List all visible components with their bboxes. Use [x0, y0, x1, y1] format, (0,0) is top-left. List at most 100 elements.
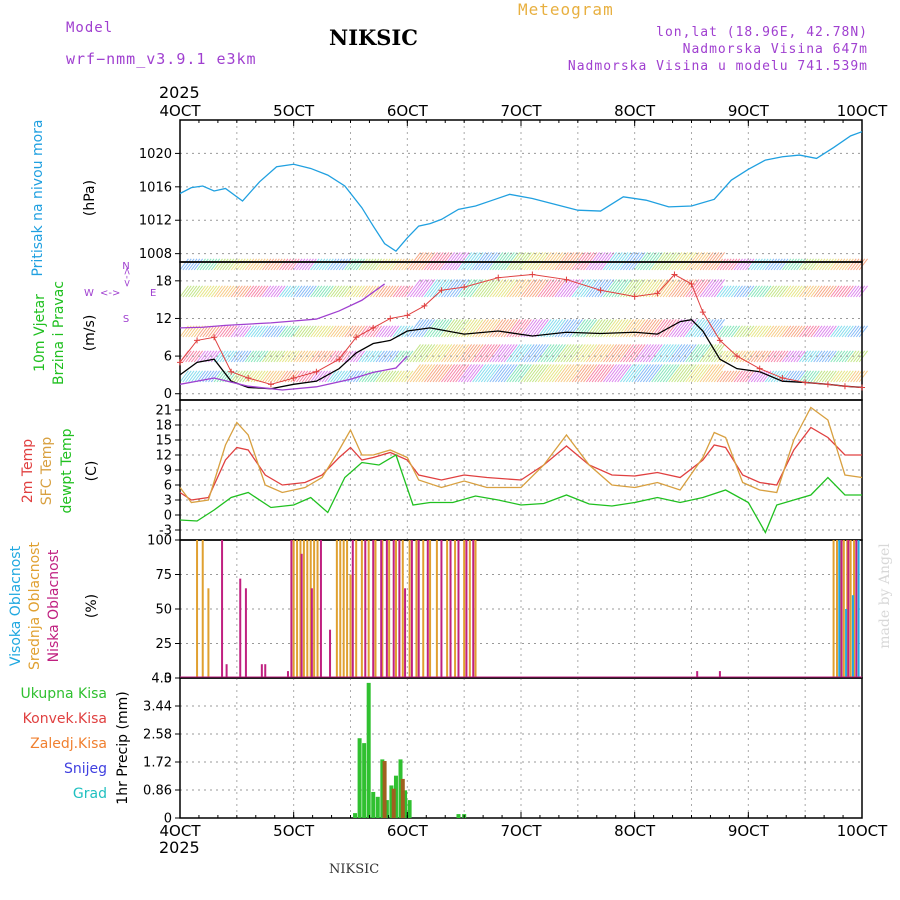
wind-barb — [341, 258, 351, 271]
pressure-series-pritisak-na-nivou-mora — [179, 131, 863, 253]
wind-barb — [333, 258, 343, 271]
wind-barb — [443, 364, 458, 383]
wind-barb — [341, 350, 351, 363]
wind-barb — [637, 319, 652, 338]
wind-barb — [179, 285, 189, 298]
wind-barb — [477, 279, 492, 298]
gust-marker — [194, 337, 201, 344]
wind-barb — [770, 258, 780, 271]
wind-barb — [642, 344, 657, 363]
wind-barb — [750, 325, 760, 338]
cloud-bar — [415, 540, 418, 678]
cloud-bar — [342, 540, 345, 678]
wind-barb — [793, 325, 803, 338]
wind-barb — [344, 325, 354, 338]
wind-barb — [742, 325, 752, 338]
wind-barb — [500, 344, 515, 363]
wind-barb — [188, 285, 198, 298]
wind-barb — [310, 370, 320, 383]
wind-barb — [728, 325, 738, 338]
wind-barb — [645, 344, 660, 363]
wind-barb — [773, 350, 783, 363]
wind-barb — [492, 344, 507, 363]
wind-barb — [205, 325, 215, 338]
wind-barb — [210, 258, 221, 271]
wind-barb — [608, 252, 623, 271]
wind-barb — [401, 370, 411, 383]
temp-ytick-label: -3 — [159, 524, 172, 539]
wind-barb — [801, 285, 812, 298]
wind-line — [179, 319, 863, 390]
wind-barb — [844, 350, 854, 363]
wind-barb — [838, 285, 849, 298]
wind-barb — [546, 279, 561, 298]
wind-barb — [492, 319, 507, 338]
wind-barb — [324, 350, 334, 363]
wind-barb — [352, 325, 363, 338]
wind-barb — [247, 325, 258, 338]
wind-barb — [335, 285, 346, 298]
wind-barb-field — [179, 252, 868, 383]
wind-barb — [495, 279, 510, 298]
cloud-bar — [319, 540, 322, 678]
wind-barb — [600, 279, 615, 298]
wind-barb — [298, 285, 309, 298]
cloud-bar — [422, 540, 425, 678]
wind-barb — [531, 319, 546, 338]
wind-barb — [847, 285, 857, 298]
wind-barb — [671, 279, 686, 298]
wind-barb — [625, 252, 640, 271]
cloud-bar — [847, 540, 850, 678]
wind-barb — [631, 364, 646, 383]
wind-series-speed — [179, 319, 863, 390]
wind-barb — [716, 370, 726, 383]
wind-barb — [759, 325, 769, 338]
wind-barb — [597, 279, 612, 298]
wind-barb — [387, 325, 397, 338]
cloud-bar — [309, 540, 312, 678]
wind-barb — [369, 258, 380, 271]
wind-barb — [361, 285, 371, 298]
wind-barb — [702, 252, 717, 271]
precip-ytick-label: 4.3 — [151, 672, 172, 687]
wind-barb — [710, 252, 725, 271]
wind-barb — [571, 344, 586, 363]
wind-barb — [787, 258, 797, 271]
wind-barb — [779, 325, 789, 338]
wind-barb — [244, 258, 255, 271]
wind-barb — [384, 258, 394, 271]
wind-barb — [262, 350, 272, 363]
gust-marker — [631, 293, 638, 300]
wind-barb — [409, 252, 424, 271]
wind-barb — [389, 285, 400, 298]
temp-ytick-label: 21 — [155, 404, 172, 419]
wind-barb — [651, 252, 666, 271]
wind-barb — [313, 285, 323, 298]
wind-barb — [580, 279, 595, 298]
wind-barb — [725, 370, 735, 383]
cloud-bar — [835, 540, 838, 678]
cloud-bar — [454, 540, 457, 678]
wind-barb — [691, 279, 706, 298]
wind-series-band-low — [179, 355, 408, 391]
wind-barb — [554, 319, 569, 338]
precip-ytick-label: 0 — [164, 812, 172, 827]
wind-barb — [617, 344, 632, 363]
wind-barb — [568, 252, 583, 271]
wind-barb — [580, 319, 595, 338]
gust-marker — [671, 271, 678, 278]
wind-barb — [381, 258, 391, 271]
wind-barb — [554, 252, 569, 271]
wind-barb — [560, 364, 575, 383]
wind-barb — [497, 364, 512, 383]
wind-barb — [293, 258, 303, 271]
wind-barb — [620, 252, 635, 271]
wind-barb — [335, 325, 346, 338]
wind-barb — [503, 279, 518, 298]
wind-barb — [369, 350, 380, 363]
wind-barb — [213, 258, 223, 271]
wind-barb — [600, 344, 615, 363]
wind-barb — [475, 364, 490, 383]
wind-barb — [392, 325, 402, 338]
wind-barb — [262, 258, 272, 271]
